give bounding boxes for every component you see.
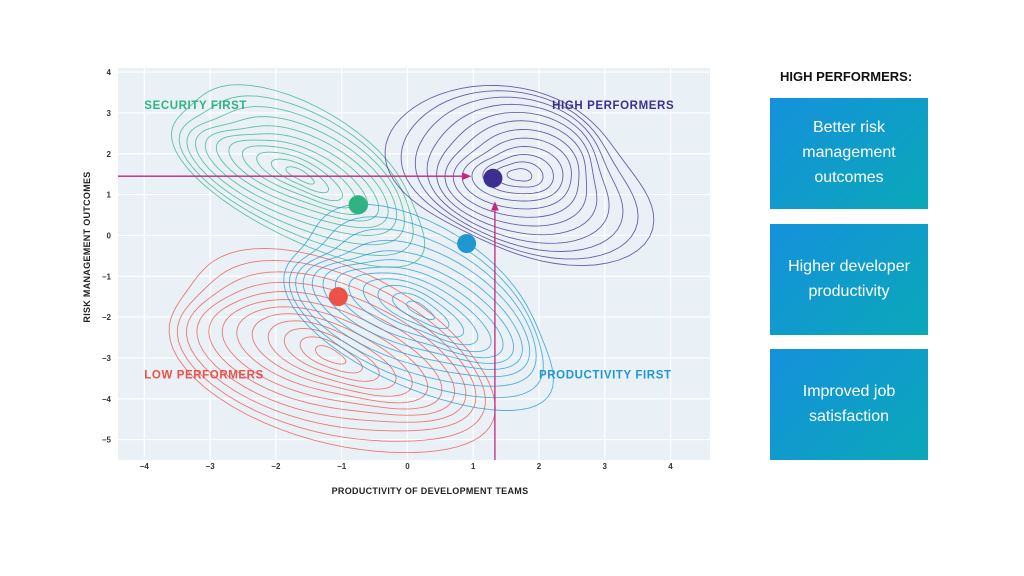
x-tick-label: 3: [603, 462, 608, 471]
x-tick-label: 1: [471, 462, 476, 471]
cluster-labels: SECURITY FIRST HIGH PERFORMERS LOW PERFORM…: [144, 100, 674, 382]
y-tick-labels: 4 3 2 1 0 −1 −2 −3 −4 −5: [102, 68, 112, 445]
high-performers-contour: [400, 90, 639, 260]
cluster-center-point: [457, 234, 477, 254]
security-first-contour: [204, 125, 389, 229]
low-performers-contour: [196, 281, 467, 423]
high-performers-contour: [426, 103, 610, 244]
cluster-label: PRODUCTIVITY FIRST: [539, 369, 672, 381]
x-tick-label: 2: [537, 462, 542, 471]
contour-lines: [168, 84, 655, 454]
productivity-first-contour: [302, 239, 531, 378]
x-axis-title: PRODUCTIVITY OF DEVELOPMENT TEAMS: [332, 486, 529, 496]
y-tick-label: −4: [102, 395, 112, 404]
cluster-label: SECURITY FIRST: [144, 100, 247, 112]
productivity-first-contour: [406, 300, 435, 320]
high-performers-contour: [482, 153, 554, 195]
y-tick-label: −3: [102, 354, 112, 363]
cluster-center-point: [483, 168, 503, 188]
benefit-text: Better risk management outcomes: [802, 119, 896, 186]
high-performers-contour: [444, 120, 588, 227]
productivity-first-contour: [348, 272, 492, 353]
high-performers-contour: [471, 146, 564, 202]
productivity-first-contour: [295, 228, 537, 387]
low-performers-contour: [236, 306, 429, 404]
high-performers-contour: [414, 96, 624, 252]
benefit-text: Higher developer productivity: [788, 257, 910, 300]
low-performers-contour: [208, 291, 455, 416]
low-performers-contour: [221, 299, 443, 410]
cluster-centers: [328, 168, 503, 307]
y-axis-title: RISK MANAGEMENT OUTCOMES: [82, 171, 92, 322]
benefit-box-productivity: Higher developer productivity: [770, 224, 928, 335]
x-tick-label: 4: [668, 462, 673, 471]
y-tick-label: −1: [102, 272, 112, 281]
grid-lines: [118, 68, 710, 460]
cluster-center-point: [328, 287, 348, 307]
high-performers-contour: [384, 85, 655, 267]
productivity-first-contour: [392, 292, 450, 330]
security-first-contour: [215, 133, 380, 222]
benefit-text: Improved job satisfaction: [802, 382, 896, 425]
benefit-box-satisfaction: Improved job satisfaction: [770, 349, 928, 460]
low-performers-contour: [315, 345, 347, 365]
cluster-center-point: [348, 195, 368, 215]
productivity-first-contour: [311, 250, 523, 370]
productivity-first-contour: [283, 203, 554, 411]
benefit-box-risk: Better risk management outcomes: [770, 98, 928, 209]
security-first-contour: [256, 151, 343, 202]
low-performers-contour: [168, 247, 496, 454]
security-first-contour: [241, 145, 357, 209]
side-panel-title: HIGH PERFORMERS:: [780, 69, 913, 84]
high-performers-contour: [461, 137, 572, 210]
productivity-first-contour: [362, 278, 479, 346]
y-tick-label: −2: [102, 313, 112, 322]
y-tick-label: 0: [107, 231, 112, 240]
x-tick-label: −3: [206, 462, 216, 471]
cluster-label: LOW PERFORMERS: [144, 369, 264, 381]
security-first-contour: [270, 158, 330, 194]
y-tick-label: −5: [102, 436, 112, 445]
low-performers-contour: [267, 320, 397, 390]
productivity-first-contour: [322, 259, 515, 364]
low-performers-contour: [251, 313, 413, 397]
x-tick-label: −2: [271, 462, 281, 471]
y-tick-label: 4: [107, 68, 112, 77]
productivity-first-contour: [288, 216, 544, 399]
y-tick-label: 2: [107, 150, 112, 159]
security-first-contour: [285, 166, 315, 185]
high-performers-contour: [436, 111, 598, 236]
security-first-contour: [195, 116, 398, 236]
high-performers-contour: [506, 168, 533, 182]
cluster-label: HIGH PERFORMERS: [552, 100, 674, 112]
y-tick-label: 3: [107, 109, 112, 118]
productivity-first-contour: [334, 266, 504, 359]
high-performers-contour: [452, 129, 580, 218]
x-tick-labels: −4 −3 −2 −1 0 1 2 3 4: [140, 462, 674, 471]
x-tick-label: 0: [405, 462, 410, 471]
security-first-contour: [228, 139, 369, 215]
security-first-contour: [186, 106, 405, 246]
productivity-first-contour: [377, 284, 465, 338]
x-tick-label: −4: [140, 462, 150, 471]
y-tick-label: 1: [107, 191, 112, 200]
low-performers-contour: [176, 259, 486, 442]
x-tick-label: −1: [337, 462, 347, 471]
arrows: [118, 172, 499, 460]
